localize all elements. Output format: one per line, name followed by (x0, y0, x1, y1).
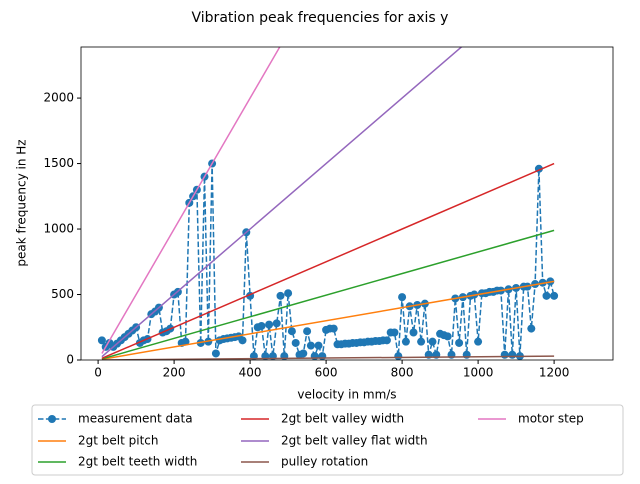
data-point (508, 350, 517, 359)
data-point (409, 328, 418, 337)
y-tick-label: 500 (51, 287, 74, 301)
legend-label: 2gt belt valley width (281, 412, 404, 426)
data-point (474, 337, 483, 346)
data-point (284, 289, 293, 298)
y-tick-label: 1500 (43, 156, 74, 170)
data-point (398, 293, 407, 302)
data-point (527, 324, 536, 333)
x-tick-label: 800 (391, 366, 414, 380)
data-point (542, 291, 551, 300)
legend-label: 2gt belt teeth width (78, 455, 197, 469)
series-line (101, 280, 555, 360)
data-point (329, 324, 338, 333)
chart-title: Vibration peak frequencies for axis y (192, 10, 449, 26)
legend-label: 2gt belt pitch (78, 434, 158, 448)
legend-label: measurement data (78, 412, 193, 426)
x-tick-label: 200 (163, 366, 186, 380)
data-point (303, 327, 312, 336)
data-point (272, 319, 281, 328)
legend-label: pulley rotation (281, 455, 368, 469)
legend-marker (48, 415, 56, 423)
y-axis-label: peak frequency in Hz (15, 139, 29, 266)
data-point (382, 336, 391, 345)
legend-label: motor step (518, 412, 584, 426)
data-point (390, 328, 399, 337)
data-point (211, 349, 220, 358)
data-point (257, 321, 266, 330)
data-point (417, 337, 426, 346)
data-point (181, 337, 190, 346)
data-point (265, 320, 274, 329)
data-point (550, 291, 559, 300)
series-line (101, 47, 463, 358)
x-tick-label: 0 (94, 366, 102, 380)
series-line (101, 47, 281, 354)
y-tick-label: 0 (66, 353, 74, 367)
x-axis-label: velocity in mm/s (297, 388, 396, 402)
axes-frame (80, 46, 614, 361)
data-point (238, 336, 247, 345)
y-tick-label: 2000 (43, 91, 74, 105)
series-line (101, 229, 555, 360)
data-point (291, 338, 300, 347)
x-tick-label: 1000 (463, 366, 494, 380)
legend-label: 2gt belt valley flat width (281, 434, 428, 448)
data-point (276, 291, 285, 300)
data-point (455, 338, 464, 347)
data-point (97, 336, 106, 345)
series-line (101, 162, 555, 360)
legend-box (31, 404, 624, 476)
data-point (443, 332, 452, 341)
data-point (306, 341, 315, 350)
x-tick-label: 400 (239, 366, 262, 380)
y-tick-label: 1000 (43, 222, 74, 236)
data-point (428, 337, 437, 346)
series-line (101, 355, 555, 360)
x-tick-label: 1200 (539, 366, 570, 380)
x-tick-label: 600 (315, 366, 338, 380)
data-point (318, 352, 327, 360)
data-point (314, 341, 323, 350)
plot-area (97, 47, 559, 360)
data-point (500, 350, 509, 359)
data-point (401, 337, 410, 346)
data-point (287, 327, 296, 336)
data-point (394, 352, 403, 360)
data-point (299, 349, 308, 358)
